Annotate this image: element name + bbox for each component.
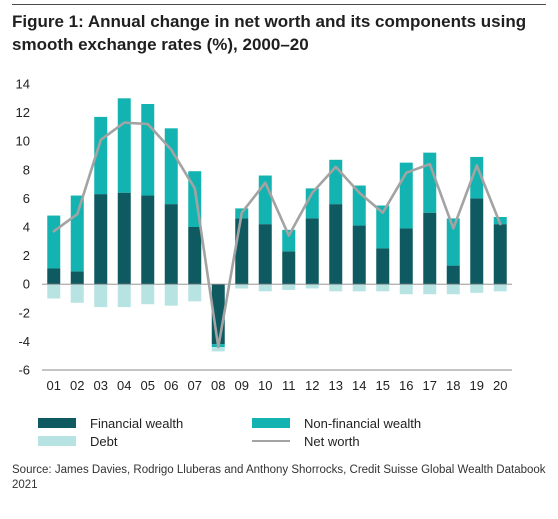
bar-debt-17 — [423, 284, 437, 295]
bar-financial-11 — [282, 251, 296, 285]
y-tick-label: -6 — [18, 363, 30, 378]
bar-financial-18 — [446, 265, 460, 285]
x-tick-label: 14 — [352, 378, 366, 393]
bar-nonfinancial-17 — [423, 152, 437, 213]
y-tick-label: 10 — [16, 134, 30, 149]
bar-financial-07 — [188, 227, 202, 285]
x-tick-label: 17 — [423, 378, 437, 393]
bar-nonfinancial-01 — [47, 215, 61, 269]
legend-item-nonfinancial: Non-financial wealth — [252, 414, 421, 432]
x-tick-label: 03 — [94, 378, 108, 393]
y-tick-label: -4 — [18, 334, 30, 349]
x-tick-label: 09 — [235, 378, 249, 393]
x-tick-label: 12 — [305, 378, 319, 393]
bar-financial-02 — [70, 271, 84, 285]
bar-financial-16 — [399, 228, 413, 285]
legend: Financial wealth Non-financial wealth De… — [38, 410, 538, 454]
bar-financial-19 — [470, 198, 484, 285]
x-tick-label: 19 — [470, 378, 484, 393]
bar-financial-20 — [493, 224, 507, 285]
x-tick-label: 06 — [164, 378, 178, 393]
bar-debt-15 — [376, 284, 390, 292]
bar-financial-09 — [235, 218, 249, 285]
bar-financial-03 — [94, 194, 108, 285]
bar-debt-09 — [235, 284, 249, 289]
x-tick-label: 20 — [493, 378, 507, 393]
top-rule — [12, 4, 546, 5]
networth-line — [52, 121, 502, 349]
bar-financial-12 — [305, 218, 319, 285]
bar-nonfinancial-11 — [282, 229, 296, 252]
bar-debt-12 — [305, 284, 319, 289]
bar-debt-07 — [188, 284, 202, 302]
legend-line-networth — [252, 440, 290, 442]
bar-financial-14 — [352, 225, 366, 285]
x-tick-label: 11 — [282, 378, 296, 393]
bar-debt-14 — [352, 284, 366, 292]
bar-debt-18 — [446, 284, 460, 295]
legend-item-networth: Net worth — [252, 432, 360, 450]
x-tick-label: 05 — [141, 378, 155, 393]
legend-swatch-debt — [38, 436, 76, 446]
bar-financial-17 — [423, 212, 437, 285]
legend-label-nonfinancial: Non-financial wealth — [304, 415, 422, 431]
bar-nonfinancial-05 — [141, 104, 155, 196]
bar-debt-13 — [329, 284, 343, 292]
legend-swatch-financial — [38, 418, 76, 428]
bar-nonfinancial-18 — [446, 218, 460, 266]
x-tick-label: 08 — [211, 378, 225, 393]
legend-item-financial: Financial wealth — [38, 414, 183, 432]
bar-financial-10 — [258, 224, 272, 285]
bar-debt-02 — [70, 284, 84, 303]
y-tick-label: 8 — [23, 162, 30, 177]
bar-financial-13 — [329, 204, 343, 285]
bar-debt-11 — [282, 284, 296, 290]
bar-debt-16 — [399, 284, 413, 295]
bar-debt-19 — [470, 284, 484, 293]
bar-financial-01 — [47, 268, 61, 285]
legend-swatch-nonfinancial — [252, 418, 290, 428]
bar-financial-15 — [376, 248, 390, 285]
bar-debt-08 — [211, 347, 225, 352]
bar-nonfinancial-19 — [470, 156, 484, 199]
x-tick-label: 15 — [376, 378, 390, 393]
legend-label-debt: Debt — [90, 433, 118, 449]
bar-nonfinancial-02 — [70, 195, 84, 272]
bar-nonfinancial-06 — [164, 128, 178, 205]
bar-financial-06 — [164, 204, 178, 285]
bar-debt-03 — [94, 284, 108, 308]
x-tick-label: 01 — [47, 378, 61, 393]
x-tick-label: 16 — [399, 378, 413, 393]
y-tick-label: -2 — [18, 305, 30, 320]
y-tick-label: 2 — [23, 248, 30, 263]
legend-item-debt: Debt — [38, 432, 117, 450]
bar-debt-01 — [47, 284, 61, 299]
y-tick-label: 4 — [23, 220, 30, 235]
bar-debt-10 — [258, 284, 272, 292]
x-tick-label: 07 — [188, 378, 202, 393]
bar-debt-06 — [164, 284, 178, 306]
bar-debt-20 — [493, 284, 507, 292]
y-tick-label: 14 — [16, 77, 30, 92]
figure-title: Figure 1: Annual change in net worth and… — [12, 12, 527, 54]
bar-nonfinancial-12 — [305, 188, 319, 219]
legend-label-financial: Financial wealth — [90, 415, 184, 431]
bar-nonfinancial-04 — [117, 98, 131, 193]
x-tick-label: 10 — [258, 378, 272, 393]
x-tick-label: 02 — [70, 378, 84, 393]
bar-financial-04 — [117, 192, 131, 285]
bar-nonfinancial-15 — [376, 205, 390, 249]
bar-debt-04 — [117, 284, 131, 308]
bar-debt-05 — [141, 284, 155, 305]
x-tick-label: 13 — [329, 378, 343, 393]
bar-financial-05 — [141, 195, 155, 285]
y-tick-label: 0 — [23, 277, 30, 292]
x-tick-label: 04 — [117, 378, 131, 393]
y-tick-label: 6 — [23, 191, 30, 206]
source-note: Source: James Davies, Rodrigo Lluberas a… — [12, 464, 546, 491]
y-tick-label: 12 — [16, 105, 30, 120]
x-tick-label: 18 — [446, 378, 460, 393]
legend-label-networth: Net worth — [304, 433, 360, 449]
